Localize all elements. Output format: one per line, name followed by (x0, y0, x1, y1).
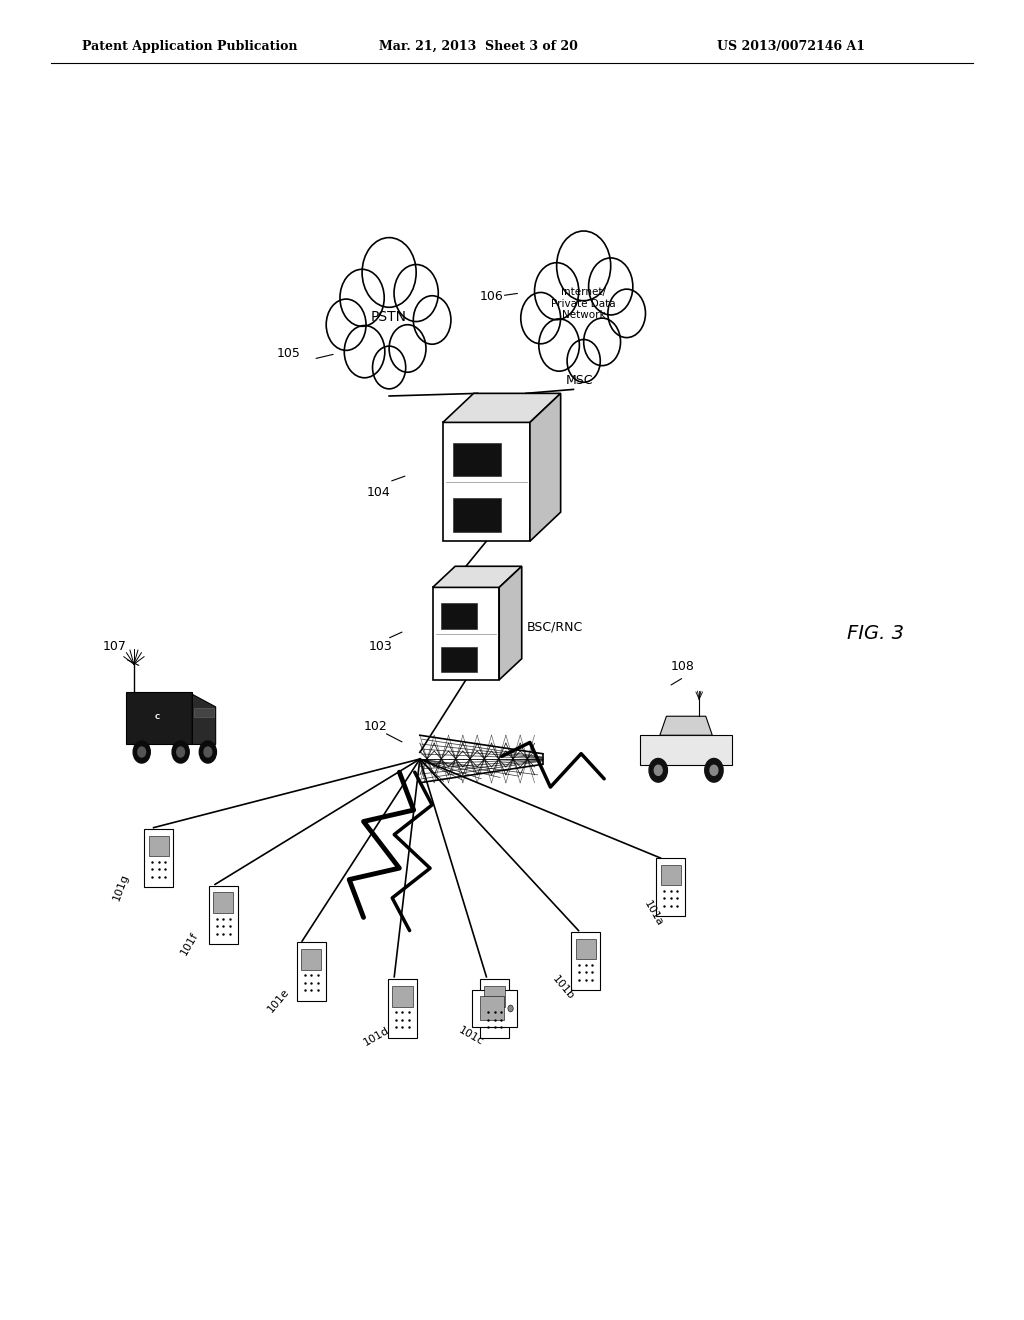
Polygon shape (297, 942, 326, 1001)
Polygon shape (547, 271, 621, 350)
Text: 106: 106 (479, 290, 503, 304)
Circle shape (539, 319, 580, 371)
Circle shape (389, 325, 426, 372)
Polygon shape (442, 422, 530, 541)
Polygon shape (530, 393, 561, 541)
Circle shape (584, 318, 621, 366)
Polygon shape (480, 979, 509, 1038)
Circle shape (177, 747, 184, 758)
Text: PSTN: PSTN (371, 310, 408, 323)
Text: C: C (155, 714, 160, 719)
Text: US 2013/0072146 A1: US 2013/0072146 A1 (717, 40, 865, 53)
Circle shape (362, 238, 416, 308)
Text: 101g: 101g (112, 873, 130, 902)
Polygon shape (500, 566, 522, 680)
Polygon shape (126, 692, 193, 744)
Polygon shape (640, 735, 732, 764)
Circle shape (340, 269, 384, 326)
Polygon shape (575, 939, 596, 960)
Circle shape (608, 289, 645, 338)
Text: FIG. 3: FIG. 3 (847, 624, 904, 643)
Polygon shape (388, 979, 417, 1038)
Text: 101b: 101b (550, 973, 577, 1002)
Text: BSC/RNC: BSC/RNC (527, 620, 583, 634)
Polygon shape (660, 865, 681, 886)
Polygon shape (659, 717, 713, 735)
Circle shape (344, 326, 385, 378)
Circle shape (649, 759, 668, 783)
Polygon shape (454, 442, 501, 477)
Polygon shape (301, 949, 322, 970)
Text: 101d: 101d (362, 1024, 391, 1048)
Text: 103: 103 (369, 640, 392, 653)
Polygon shape (392, 986, 413, 1007)
Text: 108: 108 (671, 660, 694, 673)
Text: 105: 105 (276, 347, 300, 360)
Polygon shape (195, 709, 214, 717)
Text: 101a: 101a (642, 899, 665, 928)
Circle shape (589, 257, 633, 315)
Polygon shape (148, 836, 169, 857)
Polygon shape (440, 603, 477, 630)
Polygon shape (442, 393, 561, 422)
Circle shape (654, 766, 663, 775)
Text: Internet/
Private Data
Network: Internet/ Private Data Network (551, 286, 616, 321)
Text: 107: 107 (102, 640, 126, 653)
Circle shape (521, 293, 560, 343)
Circle shape (200, 741, 216, 763)
Polygon shape (432, 587, 500, 680)
Circle shape (508, 1005, 513, 1012)
Polygon shape (213, 892, 233, 913)
Circle shape (327, 300, 366, 350)
Polygon shape (209, 886, 238, 944)
Polygon shape (656, 858, 685, 916)
Polygon shape (432, 566, 522, 587)
Circle shape (172, 741, 189, 763)
Polygon shape (440, 647, 477, 672)
Circle shape (204, 747, 212, 758)
Circle shape (710, 766, 718, 775)
Polygon shape (571, 932, 600, 990)
Polygon shape (144, 829, 173, 887)
Text: 101e: 101e (266, 986, 291, 1015)
Circle shape (705, 759, 723, 783)
Polygon shape (193, 694, 216, 744)
Polygon shape (352, 277, 426, 356)
Polygon shape (484, 986, 505, 1007)
Polygon shape (454, 499, 501, 532)
Circle shape (373, 346, 406, 389)
Text: Patent Application Publication: Patent Application Publication (82, 40, 297, 53)
Circle shape (557, 231, 610, 301)
Text: 101f: 101f (179, 931, 200, 957)
Text: 102: 102 (364, 719, 387, 733)
Circle shape (138, 747, 145, 758)
Circle shape (567, 339, 600, 383)
Circle shape (394, 264, 438, 322)
Polygon shape (472, 990, 517, 1027)
Text: 104: 104 (367, 486, 390, 499)
Circle shape (535, 263, 579, 319)
Circle shape (133, 741, 151, 763)
Polygon shape (480, 997, 504, 1020)
Text: Mar. 21, 2013  Sheet 3 of 20: Mar. 21, 2013 Sheet 3 of 20 (379, 40, 578, 53)
Circle shape (414, 296, 451, 345)
Text: MSC: MSC (565, 374, 593, 387)
Text: 101c: 101c (457, 1026, 485, 1047)
